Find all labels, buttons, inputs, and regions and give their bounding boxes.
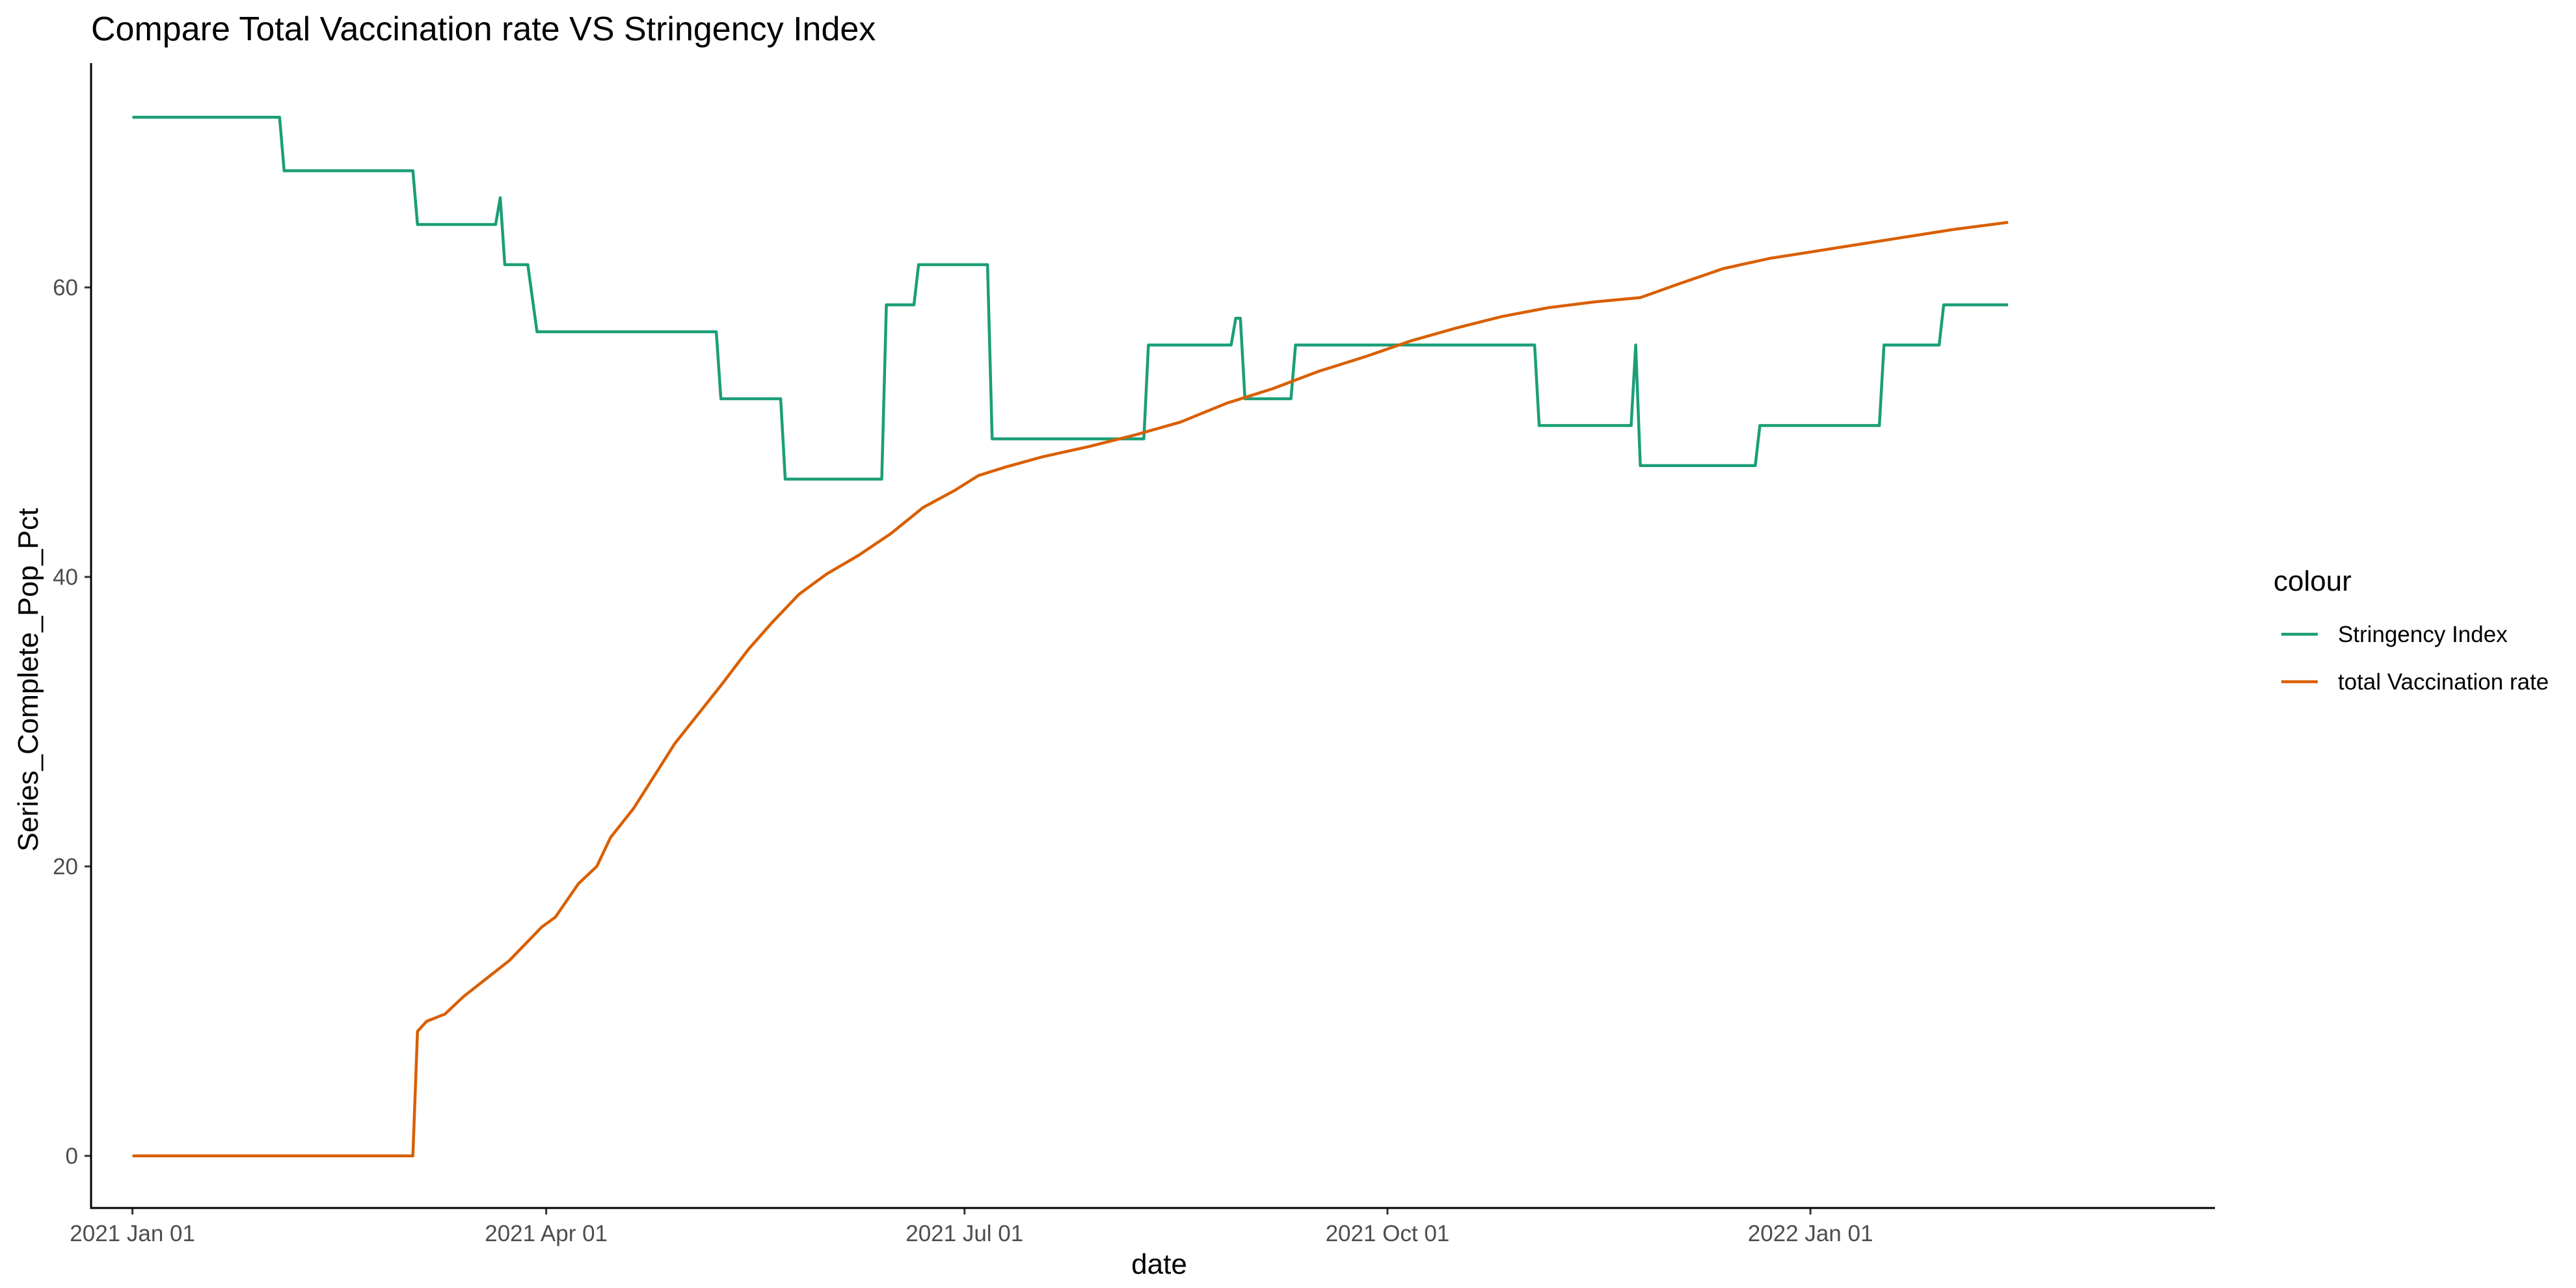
y-tick-label: 60 [53,275,78,301]
legend-label-total-vaccination-rate: total Vaccination rate [2338,669,2549,695]
series-layer [132,115,2009,1158]
legend-label-stringency-index: Stringency Index [2338,622,2508,647]
series-line-total-vaccination-rate [132,221,2009,1158]
chart-title: Compare Total Vaccination rate VS String… [91,10,876,48]
series-line-stringency-index [132,115,2008,481]
y-axis-title: Series_Complete_Pop_Pct [12,508,44,852]
x-tick-label: 2021 Oct 01 [1326,1221,1450,1246]
legend-items: Stringency Index total Vaccination rate [2281,622,2549,695]
x-axis-ticks: 2021 Jan 01 2021 Apr 01 2021 Jul 01 2021 Oc… [70,1208,1873,1246]
legend: colour Stringency Index total Vaccination… [2274,565,2549,695]
y-tick-label: 0 [66,1144,78,1169]
y-tick-label: 40 [53,565,78,590]
x-tick-label: 2022 Jan 01 [1748,1221,1873,1246]
y-axis-ticks: 0 20 40 60 [53,275,91,1169]
x-tick-label: 2021 Jul 01 [906,1221,1023,1246]
x-tick-label: 2021 Apr 01 [485,1221,608,1246]
y-tick-label: 20 [53,854,78,879]
legend-title: colour [2274,565,2352,597]
x-axis-title: date [1131,1248,1187,1280]
x-tick-label: 2021 Jan 01 [70,1221,195,1246]
